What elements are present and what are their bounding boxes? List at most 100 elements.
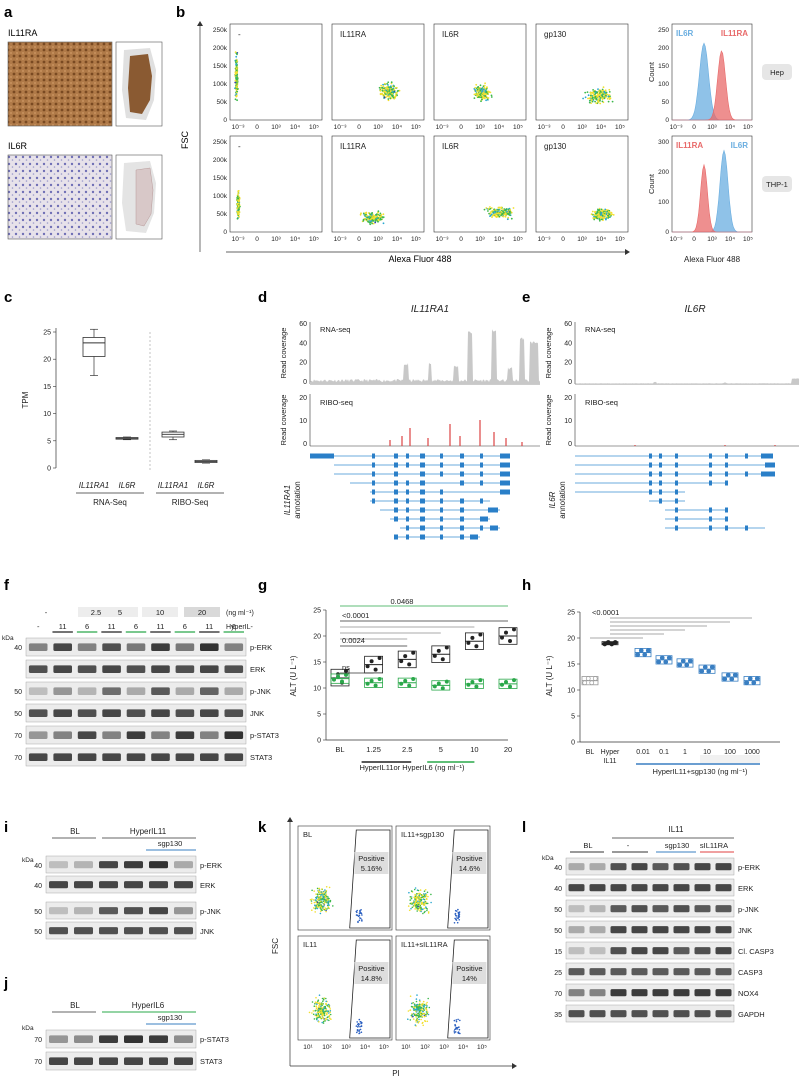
transcript-exon [420, 453, 425, 459]
flow-event-dot [500, 214, 502, 217]
transcript-exon [420, 507, 425, 513]
pi-event-dot [421, 901, 424, 904]
pi-event-dot [410, 1002, 413, 1005]
pi-event-dot [416, 1018, 419, 1021]
concentration-wedge [78, 607, 114, 617]
flow-event-dot [606, 97, 609, 100]
pi-positive-dot [457, 1031, 459, 1034]
ihc-thumb-il11ra-tissue [128, 54, 152, 114]
pi-event-dot [420, 1018, 422, 1021]
western-blot-i-band [74, 861, 93, 869]
flow-event-dot [377, 210, 380, 213]
pi-positive-dot [455, 1019, 458, 1021]
western-blot-i-band [149, 881, 168, 889]
flow-xtick-label: 10⁻³ [538, 124, 552, 131]
pi-event-dot [422, 1002, 424, 1005]
pi-event-dot [423, 1014, 426, 1017]
pi-event-dot [423, 1013, 426, 1015]
transcript-exon [490, 525, 498, 531]
pi-event-dot [321, 1012, 323, 1014]
flow-plot-title: gp130 [544, 30, 567, 39]
western-blot-l-band [631, 968, 648, 976]
western-blot-i-band [49, 907, 68, 915]
flow-event-dot [483, 208, 486, 211]
transcript-exon [420, 516, 425, 522]
alt-category-label: 0.1 [659, 749, 669, 756]
western-blot-f-band [53, 709, 72, 717]
boxplot-ytick-label: 20 [43, 357, 51, 364]
pi-event-dot [310, 900, 313, 902]
flow-event-dot [374, 221, 377, 224]
pi-event-dot [327, 903, 330, 905]
flow-event-dot [596, 91, 598, 94]
transcript-exon [394, 462, 398, 468]
pi-event-dot [318, 994, 321, 996]
panel-b-plots: - 250k 200k 150k 100k 50k 0 10⁻³ 0 10³ 10⁴ 10⁵ IL11R… [213, 23, 629, 243]
transcript-exon [745, 471, 748, 477]
pi-event-dot [409, 896, 412, 898]
flow-event-dot [586, 91, 589, 93]
rna-track-label: RNA-seq [320, 325, 350, 334]
flow-event-dot [594, 100, 596, 103]
pi-event-dot [425, 1011, 428, 1013]
western-blot-j-band [99, 1035, 118, 1043]
pi-event-dot [413, 1009, 415, 1012]
pi-event-dot [312, 907, 315, 909]
alt-point [687, 658, 693, 664]
pi-xtick-label: 10⁵ [379, 1044, 389, 1051]
pi-event-dot [313, 1018, 316, 1020]
pi-event-dot [328, 907, 331, 910]
flow-event-dot [502, 215, 505, 218]
pi-event-dot [409, 902, 412, 905]
pi-event-dot [422, 902, 424, 905]
pi-event-dot [318, 899, 320, 901]
flow-event-dot [491, 216, 493, 219]
pi-event-dot [329, 899, 332, 902]
rna-track-label: RNA-seq [585, 325, 615, 334]
western-blot-l-band [673, 884, 690, 892]
pi-event-dot [327, 906, 330, 908]
flow-event-dot [611, 100, 614, 103]
flow-event-dot [238, 211, 241, 214]
western-blot-f-band [175, 709, 195, 717]
alt-point-green [336, 674, 340, 679]
alt-point-black [369, 659, 374, 664]
western-blot-l-band [715, 1010, 732, 1018]
western-blot-j-band [124, 1057, 143, 1065]
rna-ylabel: Read coverage [279, 328, 288, 379]
blot-kda-label: 50 [14, 689, 22, 696]
alt-ytick-label: 10 [313, 686, 321, 693]
rna-ytick-label: 40 [299, 340, 307, 347]
pi-positive-dot [357, 1026, 359, 1028]
flow-plot-frame [229, 135, 323, 233]
transcript-exon [440, 471, 443, 477]
pi-event-dot [407, 1010, 410, 1012]
group-label: sgp130 [158, 839, 183, 848]
panel-letter-f: f [4, 577, 10, 594]
western-blot-j-band [149, 1057, 168, 1065]
western-blot-l-band [694, 884, 711, 892]
pi-event-dot [322, 1020, 325, 1023]
blot-kda-label: 40 [34, 863, 42, 870]
pi-event-dot [417, 903, 420, 906]
pi-xtick-label: 10¹ [303, 1044, 313, 1051]
pi-xtick-label: 10³ [341, 1044, 351, 1051]
pi-event-dot [421, 908, 424, 911]
histogram-xtick-label: 0 [692, 236, 696, 243]
flow-xtick-label: 10³ [373, 236, 383, 243]
western-blot-f-band [53, 687, 72, 695]
flow-event-dot [364, 215, 366, 217]
pi-event-dot [325, 909, 327, 912]
pi-event-dot [411, 903, 413, 905]
pi-event-dot [417, 889, 420, 892]
transcript-exon [675, 507, 678, 513]
alt-point [699, 668, 705, 674]
pi-gate-percent: 14.6% [459, 864, 481, 873]
rna-ylabel: Read coverage [544, 328, 553, 379]
flow-event-dot [236, 197, 239, 199]
pi-event-dot [413, 888, 416, 891]
pi-positive-dot [360, 1031, 363, 1033]
flow-event-dot [505, 208, 508, 211]
flow-event-dot [607, 210, 610, 213]
boxplot-ytick-label: 25 [43, 330, 51, 337]
